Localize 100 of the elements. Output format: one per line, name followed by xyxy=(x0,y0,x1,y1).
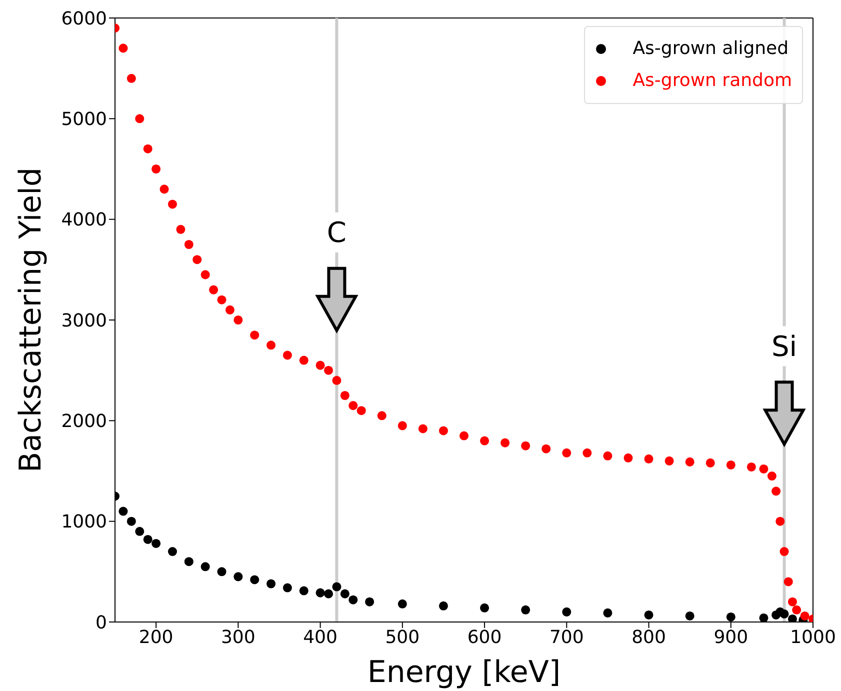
point xyxy=(500,438,510,448)
point xyxy=(332,582,342,592)
point xyxy=(152,538,161,548)
point xyxy=(792,605,802,614)
point xyxy=(200,270,210,280)
point xyxy=(184,240,194,250)
point xyxy=(780,609,789,618)
point xyxy=(780,547,789,556)
point xyxy=(200,562,210,572)
point xyxy=(644,454,654,464)
point xyxy=(126,74,136,83)
point xyxy=(624,453,633,462)
point xyxy=(324,366,334,375)
point xyxy=(377,411,386,420)
point xyxy=(340,390,350,400)
point xyxy=(521,441,530,450)
point xyxy=(168,547,177,556)
y-tick-label: 6000 xyxy=(61,8,107,30)
point xyxy=(356,406,366,416)
x-tick-label: 300 xyxy=(220,626,256,648)
point xyxy=(438,601,448,610)
point xyxy=(603,451,612,460)
point xyxy=(118,506,128,516)
point xyxy=(759,464,768,474)
point xyxy=(788,597,797,606)
point xyxy=(135,114,144,124)
point xyxy=(282,350,292,360)
y-tick-label: 1000 xyxy=(61,512,107,533)
x-tick-label: 200 xyxy=(138,626,174,648)
point xyxy=(184,557,194,566)
point xyxy=(398,421,407,430)
point xyxy=(176,224,186,234)
point xyxy=(340,589,350,598)
point xyxy=(225,305,234,314)
point xyxy=(217,567,226,576)
y-tick-label: 3000 xyxy=(61,310,107,332)
point xyxy=(603,608,612,618)
point xyxy=(784,577,793,586)
point xyxy=(726,612,736,622)
point xyxy=(480,603,490,612)
point xyxy=(685,457,694,466)
point xyxy=(316,588,325,598)
point xyxy=(772,486,781,496)
point xyxy=(324,589,334,598)
point xyxy=(348,401,358,410)
point xyxy=(316,360,325,370)
legend-label: As-grown random xyxy=(632,69,792,93)
point xyxy=(152,164,161,174)
point xyxy=(348,595,358,604)
point xyxy=(459,431,469,440)
y-axis-title: Backscattering Yield xyxy=(14,167,49,473)
x-axis-title: Energy [keV] xyxy=(367,655,561,690)
point xyxy=(299,586,308,596)
point xyxy=(582,448,592,458)
point xyxy=(542,444,551,454)
point xyxy=(299,356,308,365)
point xyxy=(135,526,144,536)
point xyxy=(209,285,218,294)
point xyxy=(234,572,243,582)
x-tick-label: 700 xyxy=(549,626,584,648)
y-tick-label: 2000 xyxy=(61,411,107,432)
point xyxy=(521,605,530,614)
point xyxy=(767,472,776,481)
legend-label: As-grown aligned xyxy=(632,37,789,61)
point xyxy=(282,583,292,592)
x-tick-label: 900 xyxy=(714,626,748,648)
x-tick-label: 800 xyxy=(632,626,666,648)
point xyxy=(562,607,572,616)
point xyxy=(726,460,736,470)
annotation: Si xyxy=(771,330,798,363)
point xyxy=(365,597,374,606)
point xyxy=(644,610,654,620)
point xyxy=(118,44,128,53)
point xyxy=(685,611,694,620)
y-tick-label: 5000 xyxy=(61,109,107,130)
point xyxy=(776,516,785,526)
point xyxy=(126,516,136,526)
point xyxy=(143,534,152,544)
point xyxy=(192,255,202,264)
point xyxy=(332,376,342,385)
point xyxy=(398,599,407,608)
point xyxy=(418,424,428,434)
annotation: C xyxy=(326,216,346,250)
x-tick-label: 1000 xyxy=(790,626,836,648)
point xyxy=(562,448,572,458)
point xyxy=(746,462,756,472)
point xyxy=(168,200,177,209)
point xyxy=(266,340,276,350)
point xyxy=(143,144,152,154)
point xyxy=(266,579,276,588)
point xyxy=(217,295,226,304)
point xyxy=(438,426,448,436)
point xyxy=(800,611,810,620)
point xyxy=(788,614,797,622)
point xyxy=(706,458,715,468)
y-tick-label: 4000 xyxy=(61,210,107,231)
point xyxy=(664,456,674,466)
x-tick-label: 400 xyxy=(303,626,338,648)
point xyxy=(234,315,243,325)
point xyxy=(480,436,490,446)
